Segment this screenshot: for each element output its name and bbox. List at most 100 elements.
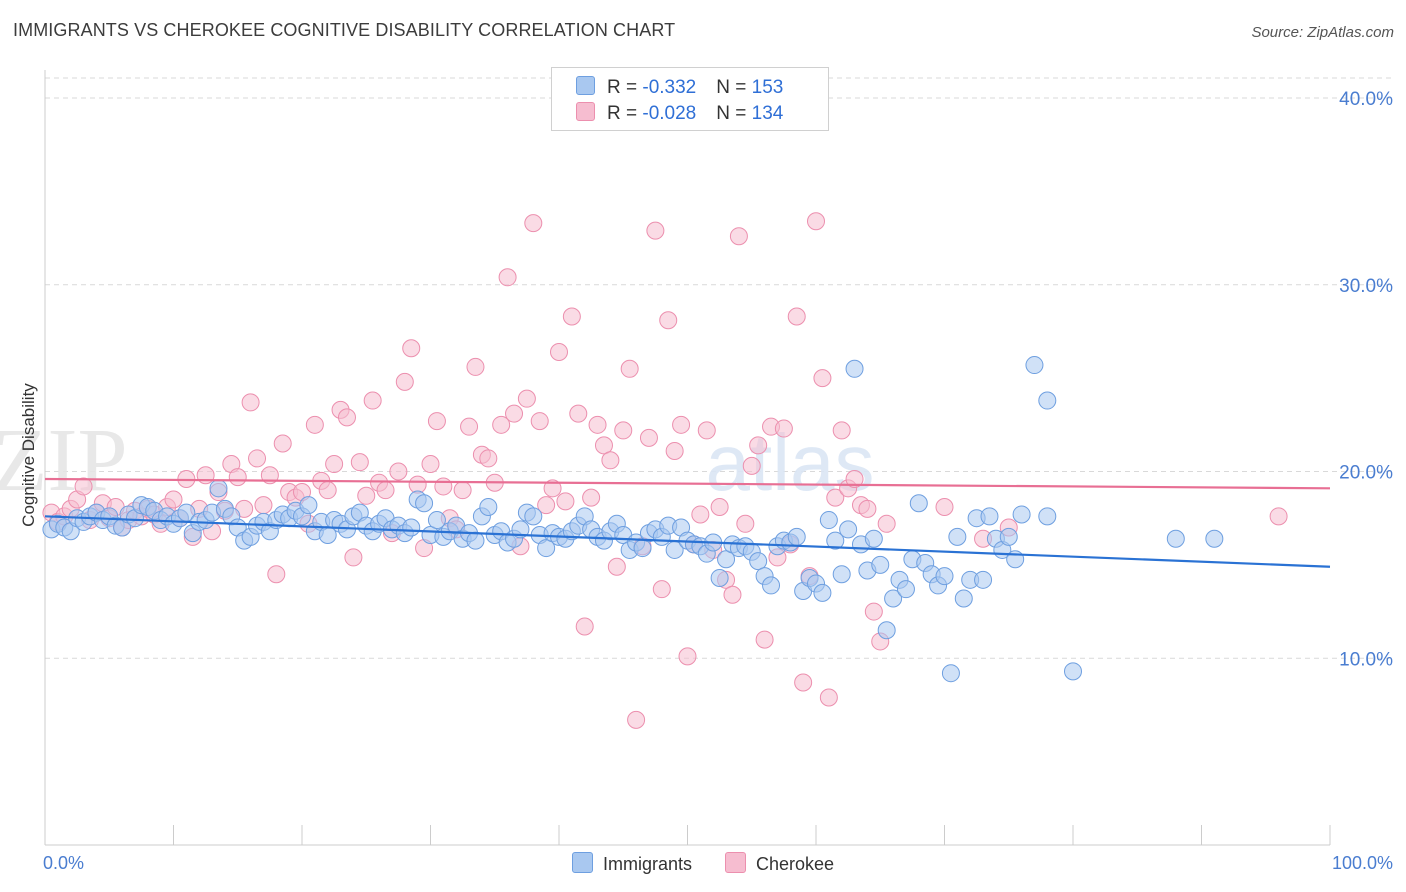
watermark-zip: ZIP xyxy=(0,411,128,510)
cherokee-point xyxy=(639,428,658,447)
cherokee-point xyxy=(363,391,382,410)
cherokee-point xyxy=(594,436,613,455)
immigrants-points xyxy=(42,356,1224,683)
cherokee-point xyxy=(864,602,883,621)
immigrants-point xyxy=(1038,507,1057,526)
immigrants-point xyxy=(826,531,845,550)
cherokee-point xyxy=(402,339,421,358)
n-value-cherokee: 134 xyxy=(751,103,784,124)
immigrants-point xyxy=(832,565,851,584)
immigrants-point xyxy=(710,568,729,587)
cherokee-point xyxy=(774,419,793,438)
cherokee-point xyxy=(807,212,825,231)
cherokee-point xyxy=(395,372,414,391)
cherokee-point xyxy=(505,404,524,423)
legend-item-immigrants[interactable]: Immigrants xyxy=(571,852,692,875)
cherokee-point xyxy=(614,421,633,440)
immigrants-point xyxy=(948,527,967,546)
r-label: R = xyxy=(607,77,643,98)
cherokee-point xyxy=(74,477,93,496)
cherokee-point xyxy=(935,497,954,516)
cherokee-point xyxy=(755,630,774,649)
cherokee-point xyxy=(672,415,691,434)
cherokee-point xyxy=(421,455,440,474)
x-tick-label: 100.0% xyxy=(1332,853,1393,873)
r-value-immigrants: -0.332 xyxy=(642,77,697,98)
immigrants-point xyxy=(1064,662,1082,681)
cherokee-point xyxy=(749,436,768,455)
cherokee-point xyxy=(652,580,671,599)
cherokee-point xyxy=(357,486,376,505)
tick-labels: 10.0% 20.0% 30.0% 40.0% 0.0% 100.0% xyxy=(43,89,1393,873)
immigrants-point xyxy=(999,527,1018,546)
source-label: Source: ZipAtlas.com xyxy=(1251,24,1394,41)
immigrants-point xyxy=(1205,529,1224,548)
cherokee-point xyxy=(254,496,273,515)
legend-item-cherokee[interactable]: Cherokee xyxy=(724,852,835,875)
cherokee-swatch xyxy=(576,102,595,121)
cherokee-point xyxy=(845,469,864,488)
legend-row-immigrants: R = -0.332 N = 153 xyxy=(576,76,783,100)
cherokee-point xyxy=(646,221,665,240)
cherokee-point xyxy=(305,415,324,434)
immigrants-point xyxy=(1012,505,1031,524)
immigrants-point xyxy=(479,497,498,516)
cherokee-point xyxy=(575,617,594,636)
cherokee-point xyxy=(376,481,395,500)
cherokee-point xyxy=(813,369,832,388)
immigrants-point xyxy=(762,576,781,595)
series-legend: Immigrants Cherokee xyxy=(0,852,1406,875)
cherokee-point xyxy=(479,449,498,468)
r-label: R = xyxy=(607,103,643,124)
cherokee-point xyxy=(832,421,851,440)
cherokee-legend-swatch xyxy=(724,852,746,873)
axes xyxy=(44,70,1331,846)
cherokee-point xyxy=(164,490,183,509)
n-label: N = xyxy=(716,103,752,124)
cherokee-point xyxy=(588,415,607,434)
cherokee-point xyxy=(460,417,479,436)
legend-label-cherokee: Cherokee xyxy=(755,854,835,874)
x-tick-label: 0.0% xyxy=(43,853,84,873)
immigrants-point xyxy=(935,567,954,586)
legend-row-cherokee: R = -0.028 N = 134 xyxy=(576,102,783,126)
cherokee-point xyxy=(427,412,446,431)
cherokee-point xyxy=(325,455,344,474)
cherokee-point xyxy=(550,342,568,361)
immigrants-point xyxy=(896,580,915,599)
stats-legend: R = -0.332 N = 153 R = -0.028 N = 134 xyxy=(551,67,829,131)
cherokee-point xyxy=(556,492,575,511)
cherokee-point xyxy=(659,311,678,330)
chart-title: IMMIGRANTS VS CHEROKEE COGNITIVE DISABIL… xyxy=(13,20,676,40)
cherokee-point xyxy=(627,710,646,729)
cherokee-point xyxy=(337,408,356,427)
cherokee-point xyxy=(453,481,472,500)
cherokee-point xyxy=(517,389,536,408)
y-tick-label: 40.0% xyxy=(1339,89,1393,110)
cherokee-point xyxy=(877,514,896,533)
immigrants-point xyxy=(633,539,652,558)
y-tick-label: 20.0% xyxy=(1339,463,1393,484)
cherokee-point xyxy=(530,412,549,431)
immigrants-point xyxy=(839,520,858,539)
immigrants-point xyxy=(524,507,543,526)
cherokee-point xyxy=(524,214,543,233)
cherokee-point xyxy=(543,479,562,498)
immigrants-point xyxy=(1038,391,1057,410)
cherokee-point xyxy=(434,477,453,496)
cherokee-point xyxy=(350,453,369,472)
cherokee-point xyxy=(562,307,581,326)
cherokee-point xyxy=(723,585,742,604)
cherokee-point xyxy=(742,456,761,475)
cherokee-point xyxy=(858,499,877,518)
immigrants-point xyxy=(717,550,736,569)
trend-lines xyxy=(44,477,1331,568)
immigrants-point xyxy=(864,529,883,548)
n-label: N = xyxy=(716,77,752,98)
y-tick-label: 30.0% xyxy=(1339,276,1393,297)
immigrants-point xyxy=(877,621,896,640)
cherokee-point xyxy=(678,647,697,666)
cherokee-points xyxy=(42,212,1288,729)
immigrants-point xyxy=(537,539,556,558)
immigrants-point xyxy=(845,359,864,378)
